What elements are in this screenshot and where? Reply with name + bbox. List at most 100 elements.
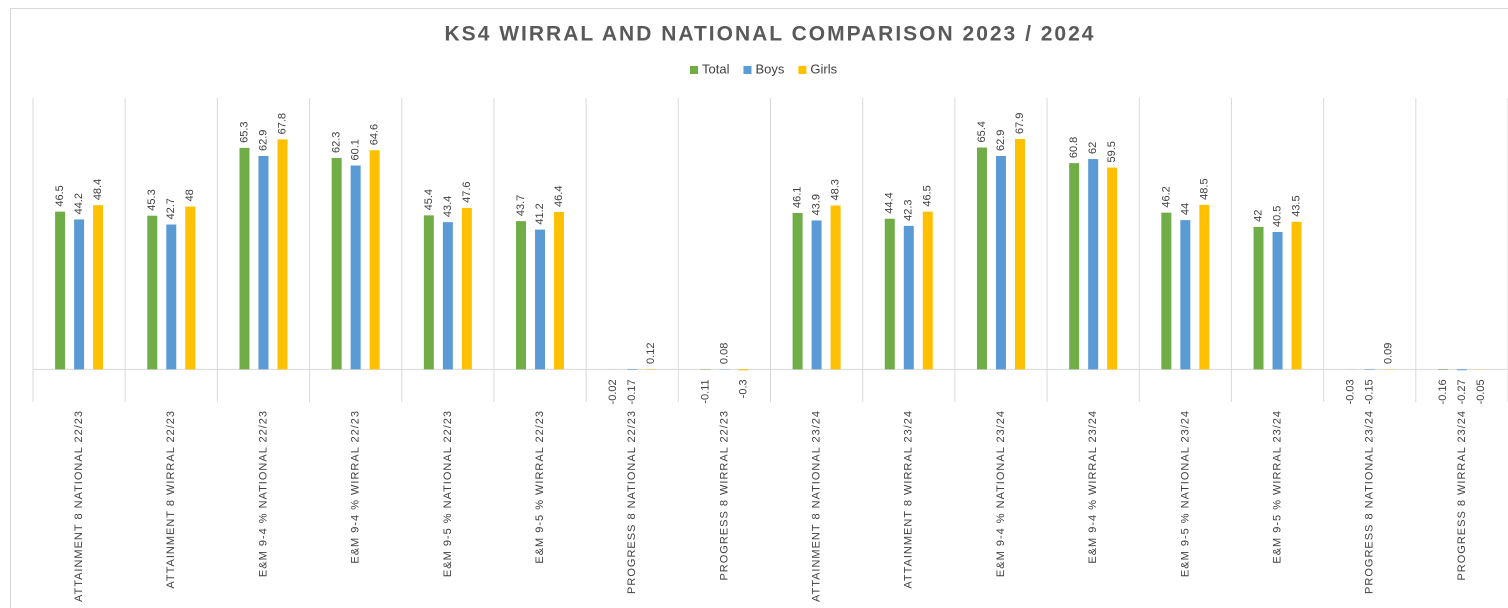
data-label: 67.9 [1014, 113, 1026, 134]
x-tick-label: E&M 9-5 % NATIONAL 22/23 [442, 410, 454, 577]
x-tick-label: E&M 9-5 % WIRRAL 22/23 [534, 410, 546, 564]
legend-label: Total [702, 61, 730, 76]
bar [277, 139, 288, 370]
data-label: 62.9 [995, 130, 1007, 151]
data-label: 48.3 [830, 179, 842, 200]
data-label: 43.5 [1290, 195, 1302, 216]
data-label: 44.4 [884, 192, 896, 213]
data-label: 44.2 [73, 193, 85, 214]
data-label: 45.3 [146, 189, 158, 210]
bar [1437, 369, 1448, 370]
data-label: 59.5 [1106, 141, 1118, 162]
data-label: 62.3 [331, 132, 343, 153]
data-label: -0.16 [1437, 379, 1449, 404]
bar [792, 212, 803, 370]
bar [442, 222, 453, 370]
bar [461, 207, 472, 370]
data-label: 42 [1252, 210, 1264, 222]
bar [185, 206, 196, 370]
data-label: -0.3 [737, 379, 749, 398]
bar [423, 215, 434, 370]
bar [331, 158, 342, 370]
data-label: 0.12 [645, 343, 657, 364]
x-tick-label: PROGRESS 8 NATIONAL 22/23 [626, 410, 638, 594]
data-label: 40.5 [1271, 206, 1283, 227]
x-tick-label: PROGRESS 8 WIRRAL 22/23 [718, 410, 730, 581]
bar [884, 218, 895, 370]
data-label: 46.5 [922, 185, 934, 206]
bar [811, 220, 822, 370]
bar [554, 211, 565, 370]
bar [74, 219, 85, 370]
bar [1069, 163, 1080, 370]
bar [147, 215, 158, 370]
bar [55, 211, 66, 370]
bar [1088, 159, 1099, 370]
bar [1199, 204, 1210, 370]
bar [1107, 167, 1118, 370]
legend-swatch [690, 66, 698, 74]
data-label: 43.4 [442, 196, 454, 217]
bar [627, 369, 638, 370]
data-label: -0.11 [699, 379, 711, 403]
bar [258, 156, 269, 370]
bar [1014, 139, 1025, 370]
legend-swatch [798, 66, 807, 74]
data-label: -0.05 [1475, 379, 1487, 404]
bar [1364, 369, 1375, 370]
data-label: 48.5 [1198, 178, 1210, 199]
bar [995, 156, 1006, 370]
legend-label: Girls [810, 61, 837, 76]
bar [738, 369, 749, 371]
bar [830, 205, 841, 370]
data-label: -0.02 [607, 379, 619, 404]
bar [903, 225, 914, 370]
x-tick-label: E&M 9-4 % NATIONAL 22/23 [257, 410, 269, 577]
bar [350, 165, 361, 370]
data-label: 46.1 [792, 187, 804, 208]
data-label: 65.4 [976, 121, 988, 142]
bar [976, 147, 987, 370]
bar [516, 221, 527, 370]
x-tick-label: PROGRESS 8 WIRRAL 23/24 [1456, 410, 1468, 581]
bar [1180, 220, 1191, 370]
x-tick-label: ATTAINMENT 8 NATIONAL 23/24 [811, 410, 823, 602]
bar [93, 205, 104, 370]
bar [369, 150, 380, 370]
data-label: 62.9 [257, 130, 269, 151]
data-label: 46.5 [54, 185, 66, 206]
bar [1272, 231, 1283, 370]
x-tick-label: ATTAINMENT 8 NATIONAL 22/23 [73, 410, 85, 602]
bar [1291, 221, 1302, 370]
data-label: 64.6 [369, 124, 381, 145]
data-label: 60.1 [350, 139, 362, 160]
data-label: 46.4 [553, 186, 565, 207]
data-label: 44 [1179, 203, 1191, 215]
data-label: 46.2 [1160, 186, 1172, 207]
bar [166, 224, 177, 370]
data-label: 48 [184, 189, 196, 201]
legend-swatch [743, 66, 752, 74]
data-label: -0.15 [1364, 379, 1376, 404]
x-tick-label: E&M 9-4 % WIRRAL 22/23 [350, 410, 362, 564]
data-label: 45.4 [423, 189, 435, 210]
bar [1456, 369, 1467, 371]
data-label: -0.27 [1456, 379, 1468, 404]
x-tick-label: ATTAINMENT 8 WIRRAL 22/23 [165, 410, 177, 589]
data-label: 62 [1087, 142, 1099, 154]
data-label: 43.7 [515, 195, 527, 216]
x-tick-label: E&M 9-4 % NATIONAL 23/24 [995, 410, 1007, 577]
chart-title: KS4 WIRRAL AND NATIONAL COMPARISON 2023 … [445, 23, 1096, 46]
legend-label: Boys [755, 61, 784, 76]
data-label: 65.3 [238, 121, 250, 142]
data-label: 43.9 [811, 194, 823, 215]
x-tick-label: E&M 9-5 % WIRRAL 23/24 [1271, 410, 1283, 564]
x-tick-label: PROGRESS 8 NATIONAL 23/24 [1364, 410, 1376, 594]
data-label: -0.03 [1345, 379, 1357, 404]
data-label: 41.2 [534, 203, 546, 224]
bar [922, 211, 933, 370]
data-label: 48.4 [92, 179, 104, 200]
bar [535, 229, 546, 370]
data-label: 60.8 [1068, 137, 1080, 158]
